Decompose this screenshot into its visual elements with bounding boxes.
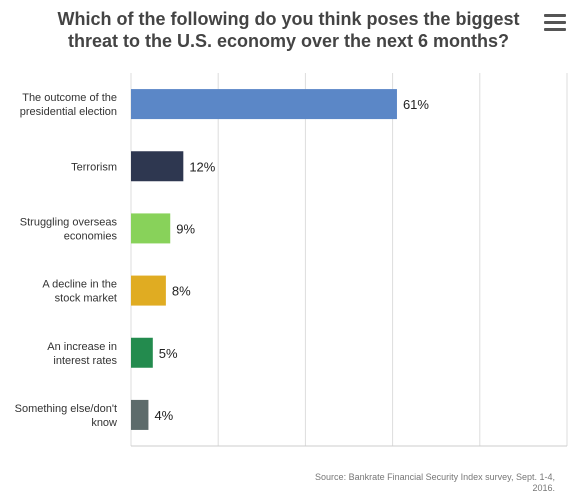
value-label-1: 12% bbox=[189, 159, 215, 174]
category-label-5: Something else/don't know bbox=[15, 403, 117, 429]
chart-title: Which of the following do you think pose… bbox=[57, 9, 520, 51]
bar-0[interactable] bbox=[131, 89, 397, 120]
category-label-1: Terrorism bbox=[71, 161, 117, 173]
bar-3[interactable] bbox=[131, 275, 166, 306]
bar-2[interactable] bbox=[131, 213, 171, 244]
category-label-2: Struggling overseas economies bbox=[20, 216, 118, 242]
bar-5[interactable] bbox=[131, 399, 149, 430]
value-label-2: 9% bbox=[176, 221, 195, 236]
value-label-0: 61% bbox=[403, 97, 429, 112]
bar-4[interactable] bbox=[131, 337, 153, 368]
category-label-3: A decline in the stock market bbox=[42, 279, 117, 305]
category-label-0: The outcome of the presidential election bbox=[20, 92, 117, 118]
hamburger-menu-icon[interactable] bbox=[544, 14, 566, 34]
source-note: Source: Bankrate Financial Security Inde… bbox=[315, 472, 555, 493]
bar-1[interactable] bbox=[131, 151, 184, 182]
value-label-4: 5% bbox=[159, 346, 178, 361]
value-label-3: 8% bbox=[172, 284, 191, 299]
category-label-4: An increase in interest rates bbox=[47, 341, 117, 367]
value-label-5: 4% bbox=[154, 408, 173, 423]
